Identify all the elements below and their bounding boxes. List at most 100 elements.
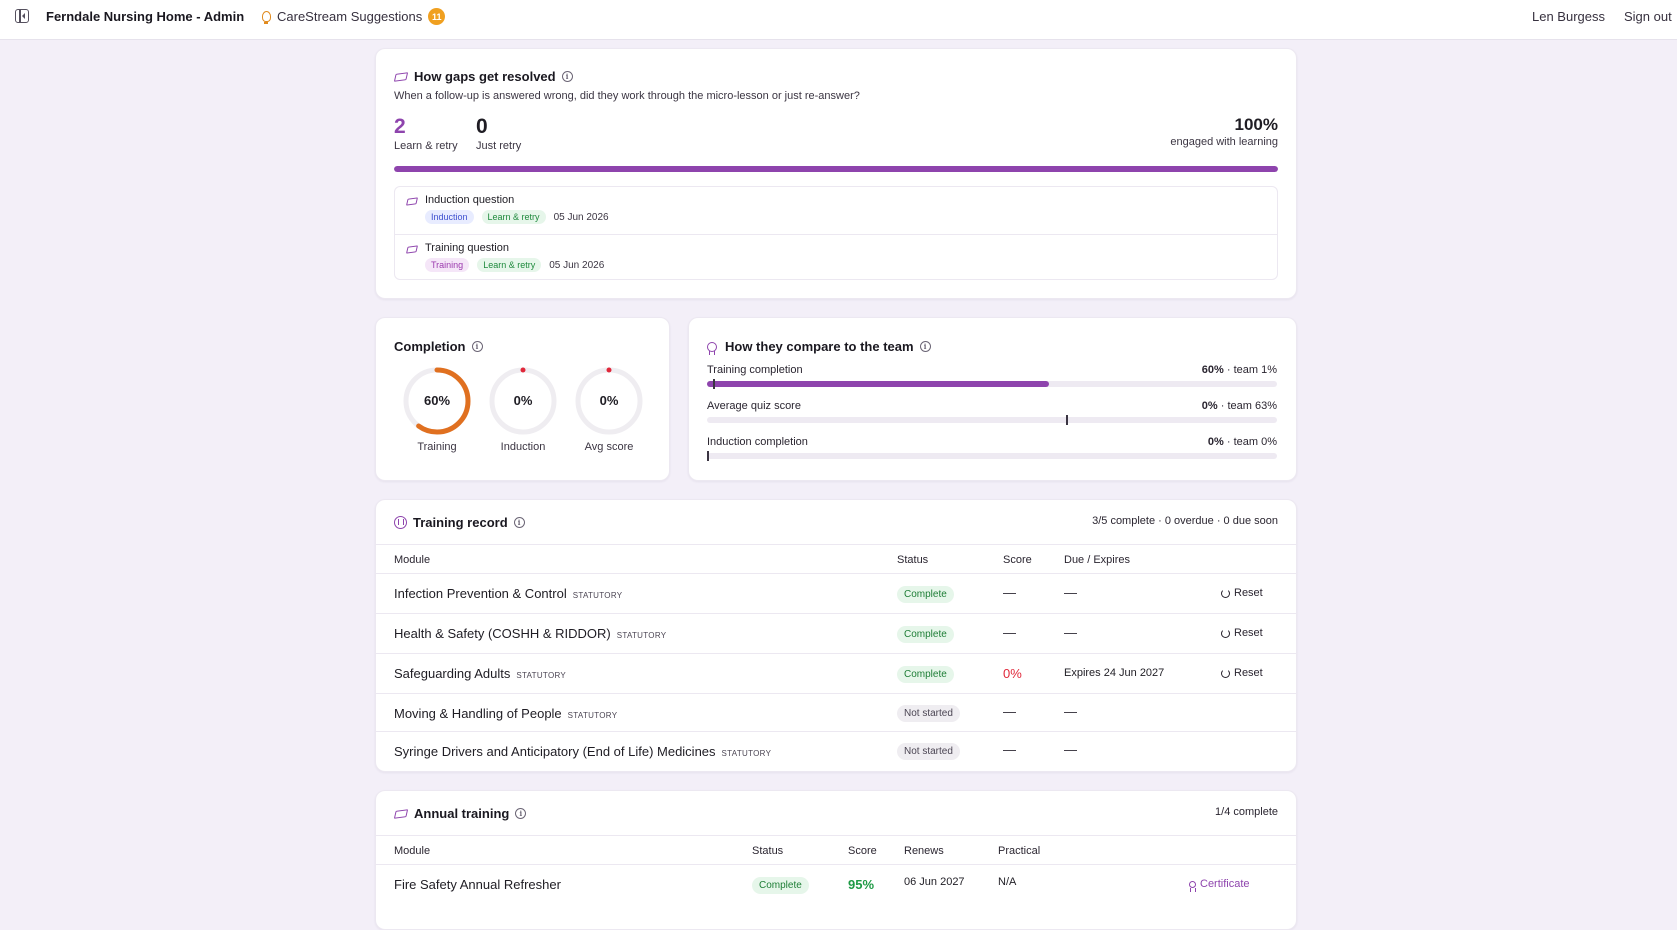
module-name: Infection Prevention & Control STATUTORY bbox=[394, 586, 622, 601]
gaps-subtitle: When a follow-up is answered wrong, did … bbox=[394, 90, 860, 102]
due-value: — bbox=[1064, 625, 1077, 640]
gaps-card: How gaps get resolved i When a follow-up… bbox=[375, 48, 1297, 299]
category-tag: Training bbox=[425, 258, 470, 272]
completion-rings: 60% Training 0% Induction 0% Avg score bbox=[402, 366, 644, 453]
gap-list: Induction question Induction Learn & ret… bbox=[394, 186, 1278, 280]
compare-title: How they compare to the team i bbox=[707, 339, 931, 355]
list-item[interactable]: Induction question Induction Learn & ret… bbox=[395, 187, 1277, 234]
annual-title-text: Annual training bbox=[414, 806, 510, 821]
table-row[interactable]: Safeguarding Adults STATUTORY Complete 0%… bbox=[376, 654, 1296, 694]
outcome-tag: Learn & retry bbox=[477, 258, 542, 272]
list-item[interactable]: Training question Training Learn & retry… bbox=[395, 234, 1277, 281]
ring-chart: 60% bbox=[403, 367, 471, 435]
table-row[interactable]: Moving & Handling of People STATUTORY Not… bbox=[376, 694, 1296, 732]
ring-arc bbox=[403, 367, 471, 435]
due-value: — bbox=[1064, 585, 1077, 600]
col-module: Module bbox=[394, 554, 431, 566]
gap-date: 05 Jun 2026 bbox=[553, 211, 609, 223]
ring-value: 0% bbox=[514, 393, 533, 408]
col-practical: Practical bbox=[998, 845, 1041, 857]
module-title: Health & Safety (COSHH & RIDDOR) bbox=[394, 626, 611, 641]
compare-team: · team 0% bbox=[1223, 436, 1277, 448]
statutory-tag: STATUTORY bbox=[516, 671, 567, 680]
module-title: Syringe Drivers and Anticipatory (End of… bbox=[394, 744, 716, 759]
statutory-tag: STATUTORY bbox=[616, 631, 667, 640]
module-title: Safeguarding Adults bbox=[394, 666, 511, 681]
refresh-icon bbox=[1221, 588, 1230, 598]
compare-team: · team 1% bbox=[1223, 364, 1277, 376]
refresh-icon bbox=[1221, 628, 1230, 638]
compare-label: Induction completion bbox=[707, 436, 808, 448]
score-value: — bbox=[1003, 704, 1016, 719]
suggestions-button[interactable]: CareStream Suggestions 11 bbox=[262, 8, 446, 25]
learn-retry-label: Learn & retry bbox=[394, 140, 458, 152]
table-row[interactable]: Syringe Drivers and Anticipatory (End of… bbox=[376, 732, 1296, 770]
module-name: Safeguarding Adults STATUTORY bbox=[394, 666, 566, 681]
top-bar: Ferndale Nursing Home - Admin CareStream… bbox=[0, 0, 1677, 40]
ring-training: 60% Training bbox=[402, 366, 472, 453]
completion-title-text: Completion bbox=[394, 339, 466, 354]
table-row[interactable]: Fire Safety Annual Refresher Complete 95… bbox=[376, 865, 1296, 905]
compare-label: Average quiz score bbox=[707, 400, 801, 412]
sidebar-toggle-icon[interactable] bbox=[15, 9, 29, 23]
completion-title: Completion i bbox=[394, 339, 483, 354]
team-marker bbox=[1066, 415, 1069, 425]
outcome-tag: Learn & retry bbox=[481, 210, 546, 224]
certificate-link[interactable]: Certificate bbox=[1189, 878, 1250, 892]
info-icon[interactable]: i bbox=[561, 71, 573, 82]
info-icon[interactable]: i bbox=[919, 341, 931, 352]
table-row[interactable]: Infection Prevention & Control STATUTORY … bbox=[376, 574, 1296, 614]
reset-button[interactable]: Reset bbox=[1221, 587, 1263, 599]
info-icon[interactable]: i bbox=[471, 341, 483, 352]
module-name: Moving & Handling of People STATUTORY bbox=[394, 706, 617, 721]
compare-row: Induction completion 0% · team 0% bbox=[707, 436, 1277, 461]
compare-value: 0% bbox=[1201, 400, 1218, 412]
col-module: Module bbox=[394, 845, 431, 857]
ring-avg-score: 0% Avg score bbox=[574, 366, 644, 453]
training-record-title-text: Training record bbox=[413, 515, 508, 530]
table-row[interactable]: Health & Safety (COSHH & RIDDOR) STATUTOR… bbox=[376, 614, 1296, 654]
status-badge: Complete bbox=[897, 626, 954, 643]
sign-out-link[interactable]: Sign out bbox=[1624, 9, 1672, 24]
engaged-progress-fill bbox=[394, 166, 1278, 172]
practical-value: N/A bbox=[998, 876, 1017, 888]
module-name: Health & Safety (COSHH & RIDDOR) STATUTOR… bbox=[394, 626, 666, 641]
category-tag: Induction bbox=[425, 210, 474, 224]
training-icon bbox=[394, 516, 407, 529]
col-score: Score bbox=[1003, 554, 1032, 566]
compare-value: 60% bbox=[1201, 364, 1224, 376]
statutory-tag: STATUTORY bbox=[572, 591, 623, 600]
compare-row: Training completion 60% · team 1% bbox=[707, 364, 1277, 389]
due-value: — bbox=[1064, 704, 1077, 719]
compare-track bbox=[707, 379, 1277, 389]
compare-label: Training completion bbox=[707, 364, 803, 376]
status-badge: Not started bbox=[897, 705, 960, 722]
due-value: Expires 24 Jun 2027 bbox=[1064, 667, 1165, 679]
info-icon[interactable]: i bbox=[515, 808, 527, 819]
just-retry-label: Just retry bbox=[476, 140, 522, 152]
compare-value: 0% bbox=[1207, 436, 1224, 448]
table-header: Module Status Score Renews Practical bbox=[376, 835, 1296, 865]
refresh-icon bbox=[1221, 668, 1230, 678]
ring-arc bbox=[575, 367, 643, 435]
engaged-label: engaged with learning bbox=[1170, 136, 1278, 148]
compare-card: How they compare to the team i Training … bbox=[688, 317, 1297, 481]
gap-date: 05 Jun 2026 bbox=[549, 259, 605, 271]
graduation-cap-icon bbox=[394, 72, 408, 82]
info-icon[interactable]: i bbox=[513, 517, 525, 528]
team-marker bbox=[712, 379, 715, 389]
ring-chart: 0% bbox=[489, 367, 557, 435]
completion-card: Completion i 60% Training 0% Induction 0 bbox=[375, 317, 670, 481]
reset-label: Reset bbox=[1234, 587, 1263, 599]
ring-value: 0% bbox=[600, 393, 619, 408]
gaps-title-text: How gaps get resolved bbox=[414, 69, 556, 84]
compare-fill bbox=[707, 381, 1049, 387]
ring-chart: 0% bbox=[575, 367, 643, 435]
learn-retry-count: 2 bbox=[394, 115, 406, 138]
due-value: — bbox=[1064, 742, 1077, 757]
reset-button[interactable]: Reset bbox=[1221, 667, 1263, 679]
engaged-stat: 100% engaged with learning bbox=[1170, 115, 1278, 148]
training-record-title: Training record i bbox=[394, 515, 525, 530]
compare-title-text: How they compare to the team bbox=[725, 339, 914, 354]
reset-button[interactable]: Reset bbox=[1221, 627, 1263, 639]
